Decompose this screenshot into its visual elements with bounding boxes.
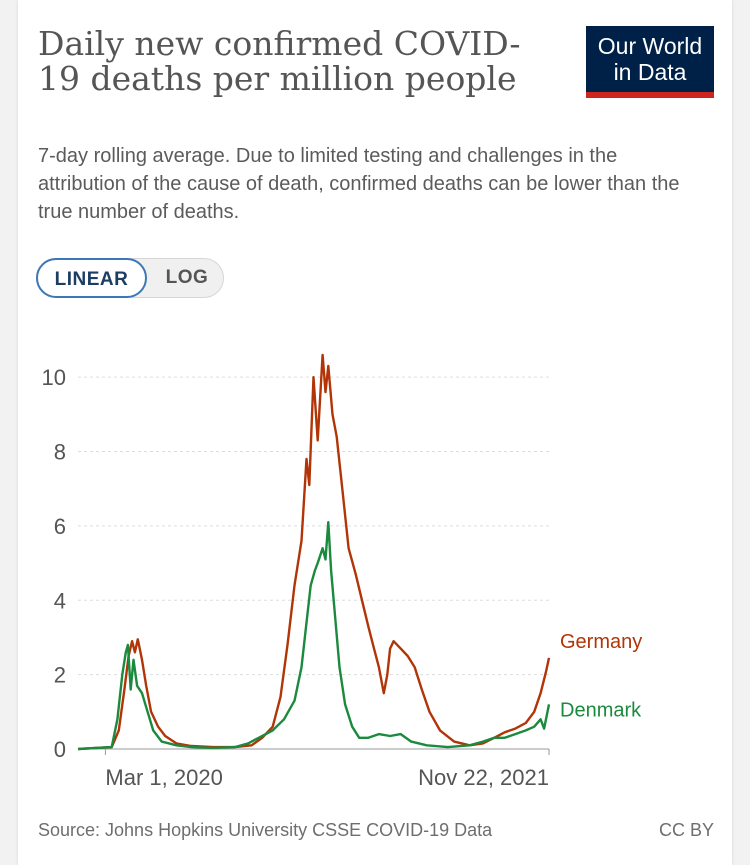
- linear-scale-button[interactable]: LINEAR: [36, 258, 147, 298]
- x-tick-label: Mar 1, 2020: [105, 765, 222, 790]
- y-tick-label: 4: [54, 588, 66, 613]
- chart-subtitle: 7-day rolling average. Due to limited te…: [38, 145, 680, 223]
- series-label-denmark[interactable]: Denmark: [560, 699, 642, 721]
- owid-logo[interactable]: Our World in Data: [586, 26, 714, 98]
- logo-line-1: Our World: [597, 33, 703, 59]
- y-tick-label: 8: [54, 440, 66, 465]
- line-chart: 0 2 4 6 8 10 Mar 1, 2020 Nov 22, 2021 Germany D…: [42, 353, 642, 790]
- series-line-germany[interactable]: [77, 353, 551, 751]
- footer: Source: Johns Hopkins University CSSE CO…: [38, 820, 714, 841]
- scale-toggle: LINEAR LOG: [36, 258, 224, 298]
- x-axis: Mar 1, 2020 Nov 22, 2021: [78, 748, 550, 790]
- series-label-germany[interactable]: Germany: [560, 631, 642, 653]
- y-tick-labels: 0 2 4 6 8 10: [42, 365, 66, 762]
- chart-card: Daily new confirmed COVID-19 deaths per …: [18, 0, 732, 865]
- series-line-denmark[interactable]: [77, 521, 551, 751]
- logo-line-2: in Data: [613, 59, 687, 85]
- y-tick-label: 0: [54, 737, 66, 762]
- chart-title: Daily new confirmed COVID-19 deaths per …: [38, 24, 521, 98]
- y-tick-label: 2: [54, 663, 66, 688]
- grid-lines: [78, 376, 549, 676]
- series-lines: [77, 353, 551, 751]
- y-tick-label: 10: [42, 365, 66, 390]
- source-note: Source: Johns Hopkins University CSSE CO…: [38, 820, 493, 840]
- license-link[interactable]: CC BY: [658, 820, 714, 840]
- x-tick-label: Nov 22, 2021: [418, 765, 549, 790]
- y-tick-label: 6: [54, 514, 66, 539]
- log-scale-button[interactable]: LOG: [165, 267, 209, 288]
- series-labels: Germany Denmark: [560, 631, 642, 721]
- logo-accent-bar: [586, 92, 714, 98]
